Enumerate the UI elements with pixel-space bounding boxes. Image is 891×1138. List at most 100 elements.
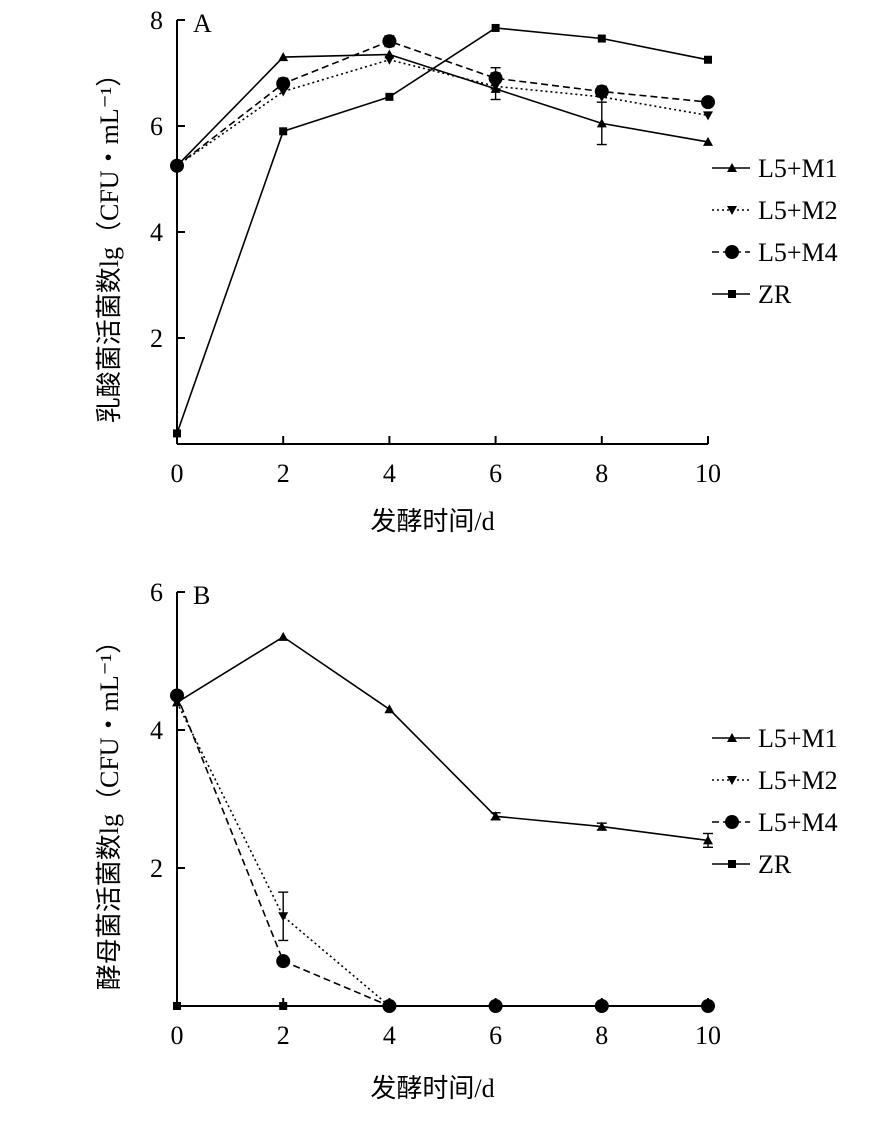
legend-label: L5+M1 bbox=[758, 154, 838, 183]
panel-b-x-tick-label: 6 bbox=[489, 1021, 502, 1050]
panel-a-x-tick-label: 0 bbox=[171, 459, 184, 488]
series-line bbox=[176, 53, 709, 167]
series-line bbox=[176, 695, 708, 1007]
panel-a-y-tick-label: 2 bbox=[150, 324, 163, 353]
panel-a-series-l5-m2 bbox=[172, 55, 713, 171]
data-point bbox=[173, 429, 181, 438]
legend-marker bbox=[725, 245, 739, 259]
data-point bbox=[491, 1002, 500, 1010]
data-point bbox=[703, 835, 713, 845]
panel-a-x-tick-label: 4 bbox=[383, 459, 396, 488]
panel-a-x-tick-label: 6 bbox=[489, 459, 502, 488]
data-point bbox=[703, 136, 713, 146]
data-point bbox=[279, 1002, 288, 1010]
data-point bbox=[384, 704, 395, 714]
series-line bbox=[176, 27, 709, 434]
legend-label: L5+M2 bbox=[758, 766, 838, 795]
data-point bbox=[385, 1002, 394, 1010]
data-point bbox=[385, 92, 394, 101]
panel-b-legend: L5+M1 L5+M2 L5+M4 ZR bbox=[712, 724, 838, 879]
data-point bbox=[596, 821, 607, 831]
series-line bbox=[176, 702, 708, 1007]
data-point bbox=[276, 954, 291, 969]
panel-a: 0 2 4 6 8 10 2 4 6 8 A 发酵时间/d 乳酸菌活菌数lg（CFU・mL⁻¹） L5+M… bbox=[95, 6, 838, 536]
legend-label: L5+M2 bbox=[758, 196, 838, 225]
panel-b-x-tick-label: 4 bbox=[383, 1021, 396, 1050]
legend-marker bbox=[728, 290, 736, 298]
panel-a-y-tick-label: 6 bbox=[150, 112, 163, 141]
panel-b-x-axis-title: 发酵时间/d bbox=[370, 1074, 494, 1103]
legend-item: L5+M4 bbox=[712, 238, 838, 267]
data-point bbox=[703, 111, 713, 121]
legend-label: ZR bbox=[758, 280, 792, 309]
legend-item: ZR bbox=[712, 850, 792, 879]
panel-a-series-l5-m1 bbox=[172, 49, 713, 170]
data-point bbox=[597, 34, 606, 43]
data-point bbox=[490, 811, 501, 821]
panel-b-label: B bbox=[193, 581, 210, 610]
data-point bbox=[173, 1002, 181, 1010]
series-line bbox=[176, 58, 709, 167]
panel-a-x-tick-label: 10 bbox=[695, 459, 721, 488]
legend-marker bbox=[727, 776, 737, 785]
legend-item: L5+M1 bbox=[712, 724, 838, 753]
legend-marker bbox=[728, 860, 736, 868]
panel-b-y-tick-label: 4 bbox=[150, 716, 163, 745]
data-point bbox=[278, 52, 289, 62]
panel-a-y-axis-title: 乳酸菌活菌数lg（CFU・mL⁻¹） bbox=[95, 61, 124, 423]
legend-label: ZR bbox=[758, 850, 792, 879]
panel-a-label: A bbox=[193, 9, 212, 38]
legend-marker bbox=[727, 163, 737, 172]
panel-a-y-tick-label: 4 bbox=[150, 218, 163, 247]
panel-b-series-zr bbox=[173, 1002, 712, 1010]
panel-b-series-l5-m4 bbox=[170, 688, 715, 1013]
panel-b-y-tick-label: 2 bbox=[150, 854, 163, 883]
panel-b-series-l5-m2 bbox=[172, 698, 713, 1011]
panel-a-x-tick-label: 2 bbox=[277, 459, 290, 488]
series-line bbox=[176, 40, 709, 167]
data-point bbox=[278, 912, 289, 922]
legend-item: L5+M4 bbox=[712, 808, 838, 837]
data-point bbox=[596, 118, 607, 128]
series-line bbox=[176, 635, 709, 842]
panel-b-y-tick-label: 6 bbox=[150, 578, 163, 607]
legend-marker bbox=[727, 733, 737, 742]
panel-a-x-tick-label: 8 bbox=[595, 459, 608, 488]
panel-a-series-zr bbox=[173, 23, 712, 438]
data-point bbox=[170, 688, 184, 703]
legend-label: L5+M1 bbox=[758, 724, 838, 753]
data-point bbox=[594, 84, 609, 99]
data-point bbox=[701, 95, 715, 110]
data-point bbox=[279, 127, 288, 136]
legend-item: L5+M1 bbox=[712, 154, 838, 183]
panel-b: 0 2 4 6 8 10 2 4 6 B 发酵时间/d 酵母菌活菌数lg（CFU・mL⁻¹） L5+M1… bbox=[95, 578, 838, 1103]
data-point bbox=[597, 1002, 606, 1010]
data-point bbox=[488, 71, 503, 86]
data-point bbox=[276, 76, 291, 91]
legend-item: L5+M2 bbox=[712, 766, 838, 795]
panel-a-series-l5-m4 bbox=[170, 34, 715, 173]
data-point bbox=[384, 55, 395, 65]
panel-b-series-l5-m1 bbox=[172, 631, 713, 848]
panel-a-y-tick-label: 8 bbox=[150, 6, 163, 35]
legend-marker bbox=[725, 815, 739, 829]
panel-b-x-tick-label: 8 bbox=[595, 1021, 608, 1050]
panel-a-legend: L5+M1 L5+M2 L5+M4 ZR bbox=[712, 154, 838, 309]
panel-b-x-tick-label: 2 bbox=[277, 1021, 290, 1050]
legend-item: ZR bbox=[712, 280, 792, 309]
data-point bbox=[491, 23, 500, 32]
data-point bbox=[704, 55, 712, 64]
data-point bbox=[170, 158, 184, 173]
data-point bbox=[382, 34, 397, 49]
data-point bbox=[278, 631, 289, 641]
panel-a-x-axis-title: 发酵时间/d bbox=[370, 507, 494, 536]
legend-label: L5+M4 bbox=[758, 808, 838, 837]
data-point bbox=[704, 1002, 712, 1010]
panel-b-x-tick-label: 10 bbox=[695, 1021, 721, 1050]
panel-b-y-axis-title: 酵母菌活菌数lg（CFU・mL⁻¹） bbox=[95, 628, 124, 990]
legend-marker bbox=[727, 206, 737, 215]
legend-label: L5+M4 bbox=[758, 238, 838, 267]
panel-b-x-tick-label: 0 bbox=[171, 1021, 184, 1050]
legend-item: L5+M2 bbox=[712, 196, 838, 225]
